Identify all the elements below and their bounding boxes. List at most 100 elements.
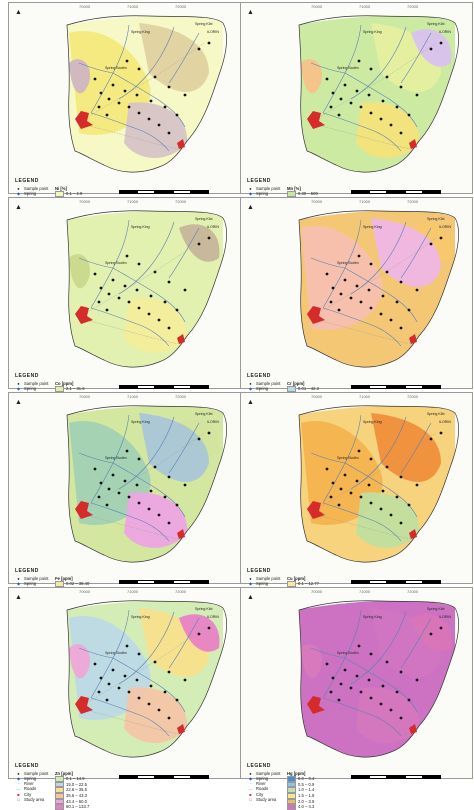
city-polygon: [177, 529, 185, 539]
north-arrow-icon: ▲: [15, 594, 22, 601]
sample-point: [107, 97, 111, 101]
sample-point: [399, 131, 403, 135]
sample-point: [349, 101, 353, 105]
concentration-zone: [371, 413, 441, 482]
legend-title: LEGEND: [15, 762, 39, 769]
coordinate-tick: 70000: [311, 199, 323, 204]
sample-point: [367, 93, 371, 97]
coordinate-tick: 70000: [311, 589, 323, 594]
map-legend: LEGEND ●Sample point ◆Spring ~River —Roa…: [247, 567, 343, 610]
map-panel-8: Spring King Spring Bodim Spring Kibi ILO…: [240, 587, 473, 810]
sample-point: [93, 77, 97, 81]
coordinate-tick: 72000: [407, 589, 419, 594]
north-arrow-icon: ▲: [15, 204, 22, 211]
sample-point: [395, 495, 399, 499]
sample-point: [167, 131, 171, 135]
legend-sample-point: ● Sample point: [249, 575, 281, 581]
place-label: Spring King: [363, 30, 382, 34]
sample-point: [123, 674, 127, 678]
sample-point: [99, 286, 103, 290]
sample-point: [137, 111, 141, 115]
sample-point: [167, 326, 171, 330]
city-polygon: [75, 111, 93, 129]
sample-point: [197, 437, 201, 441]
legend-element-label: Ni [%]: [55, 185, 67, 191]
legend-element-label: Mn [%]: [287, 185, 301, 191]
sample-point: [399, 280, 403, 284]
sample-point: [147, 312, 151, 316]
place-label: Spring King: [131, 30, 150, 34]
sample-point: [369, 652, 373, 656]
place-label: Spring King: [131, 420, 150, 424]
place-label: ILORIN: [207, 225, 219, 229]
sample-point: [369, 501, 373, 505]
coordinate-tick: 70000: [311, 4, 323, 9]
map-legend: LEGEND ●Sample point ◆Spring ~River —Roa…: [247, 373, 343, 420]
legend-class-label: 1.5 – 1.9: [298, 792, 315, 798]
legend-element-label: Co [ppm]: [55, 380, 74, 386]
legend-spring: ◆ Spring: [16, 191, 37, 196]
legend-swatch: [287, 804, 296, 810]
sample-point: [157, 708, 161, 712]
sample-point: [93, 272, 97, 276]
sample-point: [349, 686, 353, 690]
city-polygon: [409, 529, 417, 539]
city-polygon: [177, 334, 185, 344]
legend-swatch: [287, 581, 296, 587]
sample-point: [157, 318, 161, 322]
place-label: ILORIN: [439, 30, 451, 34]
legend-class: 60.1 – 133.7: [55, 804, 89, 810]
north-arrow-icon: ▲: [247, 399, 254, 406]
legend-element-label: Cr [ppm]: [287, 380, 305, 386]
sample-point: [429, 47, 433, 51]
sample-point: [147, 702, 151, 706]
sample-point: [97, 300, 101, 304]
sample-point: [385, 660, 389, 664]
sample-point: [183, 678, 187, 682]
sample-point: [99, 481, 103, 485]
map-canvas: Spring King Spring Bodim Spring Kibi ILO…: [298, 405, 459, 563]
legend-class-label: 22.6 – 35.5: [66, 787, 87, 793]
sample-point: [329, 300, 333, 304]
place-label: ILORIN: [207, 30, 219, 34]
map-legend: LEGEND ●Sample point ◆Spring ~River —Roa…: [247, 763, 343, 810]
sample-point: [93, 467, 97, 471]
city-polygon: [307, 501, 325, 519]
legend-title: LEGEND: [247, 567, 271, 574]
legend-class: 0.02 – 38.40: [55, 581, 92, 587]
sample-point: [153, 270, 157, 274]
sample-point: [339, 682, 343, 686]
sample-point: [325, 272, 329, 276]
north-arrow-icon: ▲: [15, 399, 22, 406]
sample-point: [207, 236, 211, 240]
sample-point: [357, 644, 361, 648]
sample-point: [149, 294, 153, 298]
legend-element-label: Cu [ppm]: [287, 575, 306, 581]
sample-point: [163, 690, 167, 694]
sample-point: [325, 77, 329, 81]
sample-point: [325, 662, 329, 666]
place-label: Spring Bodim: [105, 66, 127, 70]
sample-point: [167, 521, 171, 525]
legend-sample-point: ● Sample point: [249, 380, 281, 386]
sample-point: [137, 67, 141, 71]
sample-point: [429, 437, 433, 441]
north-arrow-icon: ▲: [247, 9, 254, 16]
legend-class-label: 0.0 – 0.4: [298, 776, 315, 781]
map-panel-5: Spring King Spring Bodim Spring Kibi ILO…: [8, 392, 241, 615]
sample-point: [127, 105, 131, 109]
map-panel-7: Spring King Spring Bodim Spring Kibi ILO…: [8, 587, 241, 810]
scale-bar: [351, 181, 447, 194]
concentration-zone: [356, 102, 420, 158]
sample-point: [117, 686, 121, 690]
sample-point: [111, 83, 115, 87]
sample-point: [127, 690, 131, 694]
sample-point: [197, 242, 201, 246]
sample-point: [175, 503, 179, 507]
sample-point: [331, 286, 335, 290]
sample-point: [407, 698, 411, 702]
sample-point: [349, 296, 353, 300]
sample-point: [369, 306, 373, 310]
sample-point: [439, 626, 443, 630]
sample-point: [379, 507, 383, 511]
